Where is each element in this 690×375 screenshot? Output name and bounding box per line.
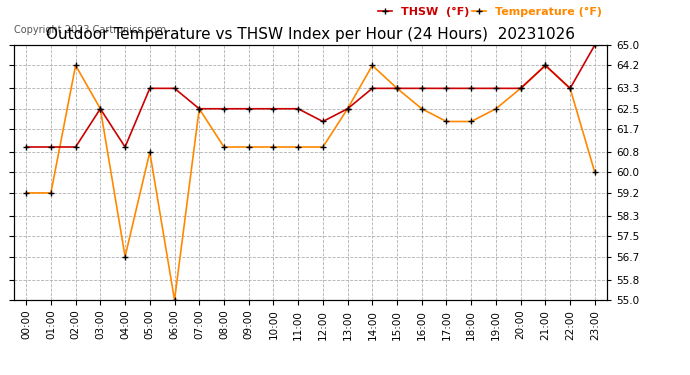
- Text: Copyright 2023 Cartronics.com: Copyright 2023 Cartronics.com: [14, 25, 166, 35]
- Title: Outdoor Temperature vs THSW Index per Hour (24 Hours)  20231026: Outdoor Temperature vs THSW Index per Ho…: [46, 27, 575, 42]
- Legend: THSW  (°F), Temperature (°F): THSW (°F), Temperature (°F): [379, 7, 602, 17]
